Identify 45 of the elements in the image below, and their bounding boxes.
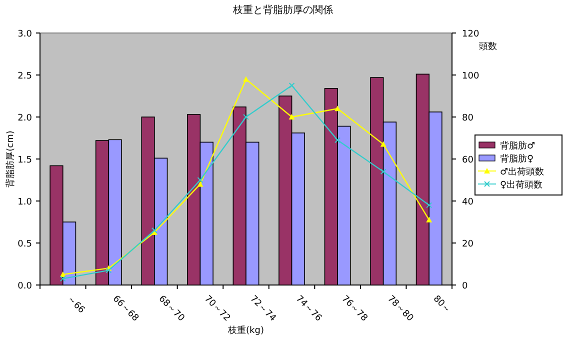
y-tick-label: 3.0 — [18, 30, 32, 40]
y-axis-title: 背脂肪厚(cm) — [5, 130, 16, 188]
y2-tick-label: 80 — [462, 114, 474, 124]
point — [60, 276, 66, 282]
y-tick-label: 2.5 — [18, 72, 32, 82]
x-tick-label: 72～74 — [248, 294, 278, 324]
x-tick-label: 66～68 — [110, 294, 140, 324]
point — [380, 168, 386, 175]
x-tick-label: 78～80 — [385, 294, 416, 324]
y2-axis-title: 頭数 — [479, 41, 497, 52]
x-tick-label: 68～70 — [156, 294, 186, 324]
y-tick-label: 0.5 — [18, 240, 32, 250]
x-axis-title: 枝重(kg) — [227, 325, 264, 336]
point — [380, 141, 386, 147]
y2-tick-label: 40 — [462, 198, 474, 208]
point — [243, 76, 249, 82]
x-tick-label: 70～72 — [202, 294, 232, 324]
y2-tick-label: 0 — [462, 282, 468, 292]
x-tick-label: 74～76 — [294, 294, 324, 324]
y2-tick-label: 100 — [462, 72, 480, 82]
point — [197, 177, 204, 183]
y-tick-label: 1.5 — [18, 156, 32, 166]
x-tick-label: 76～78 — [339, 294, 370, 324]
chart-title: 枝重と背脂肪厚の関係 — [232, 4, 333, 16]
point — [334, 137, 341, 144]
point — [106, 267, 112, 274]
point — [426, 216, 432, 222]
point — [288, 114, 295, 120]
point — [288, 82, 295, 88]
y-tick-label: 1.0 — [18, 198, 32, 208]
y-tick-label: 2.0 — [18, 114, 32, 124]
y-tick-label: 0.0 — [18, 282, 32, 292]
y2-tick-label: 120 — [462, 30, 480, 40]
y2-tick-label: 60 — [462, 156, 474, 166]
point — [151, 227, 158, 234]
legend-label: 背脂肪♀ — [500, 154, 534, 164]
point — [426, 202, 432, 208]
point — [243, 114, 249, 120]
x-tick-label: 80～ — [430, 294, 453, 316]
legend-label: ♂出荷頭数 — [500, 166, 544, 178]
legend-label: ♀出荷頭数 — [500, 180, 543, 190]
y2-tick-label: 20 — [462, 240, 474, 250]
legend-label: 背脂肪♂ — [500, 140, 536, 152]
point — [197, 181, 204, 187]
x-tick-label: ～66 — [64, 294, 86, 316]
